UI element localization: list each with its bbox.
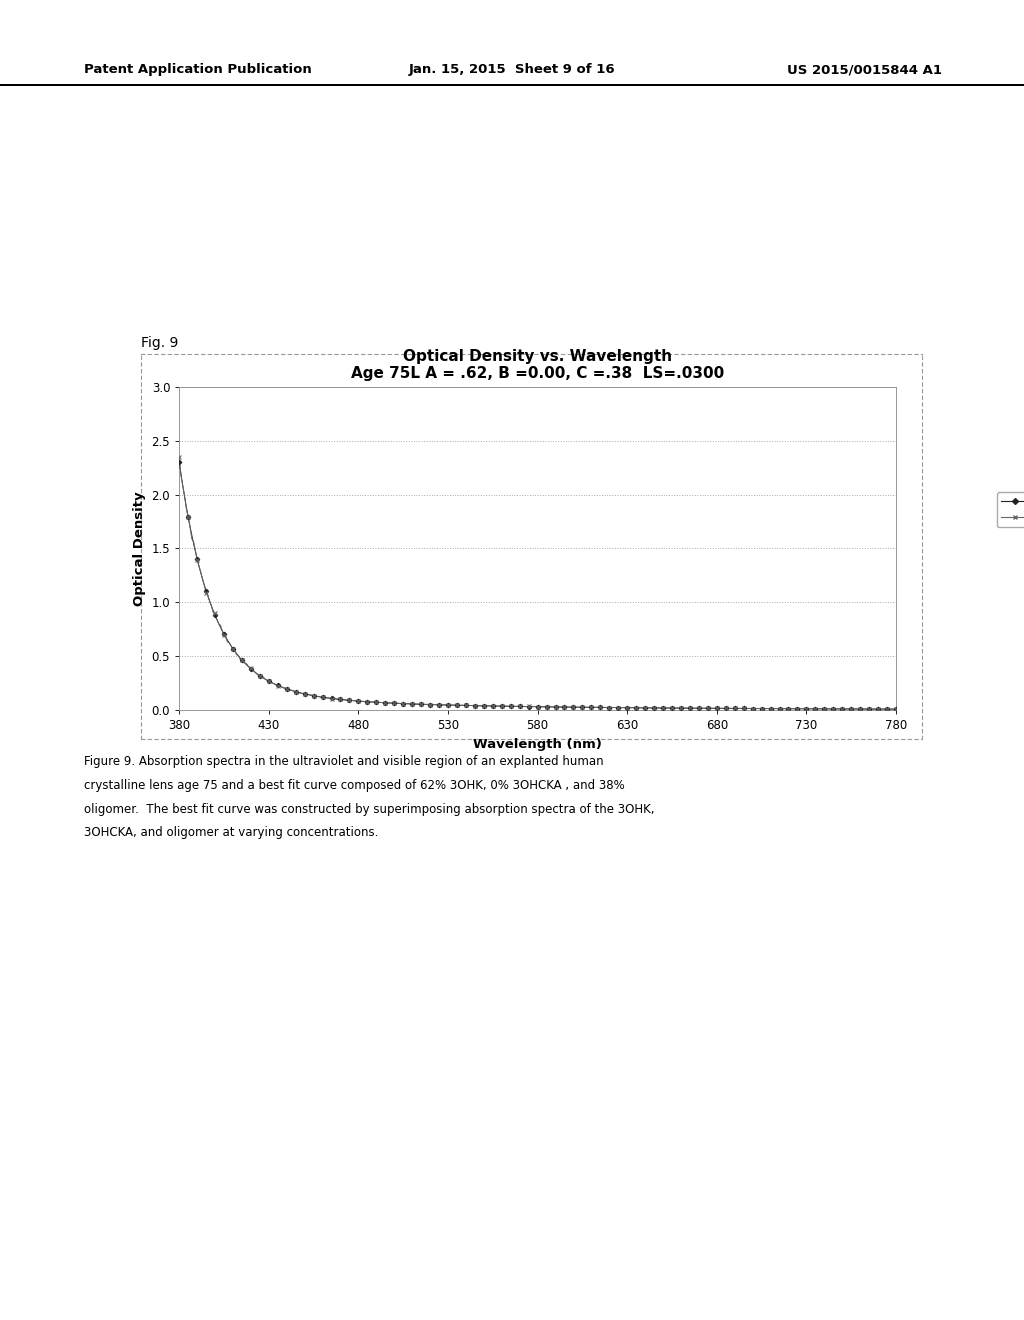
Text: US 2015/0015844 A1: US 2015/0015844 A1 <box>787 63 942 77</box>
Y-axis label: Optical Density: Optical Density <box>133 491 146 606</box>
Title: Optical Density vs. Wavelength
Age 75L A = .62, B =0.00, C =.38  LS=.0300: Optical Density vs. Wavelength Age 75L A… <box>351 348 724 381</box>
Text: Patent Application Publication: Patent Application Publication <box>84 63 311 77</box>
Legend: Target, Best-Fit: Target, Best-Fit <box>996 492 1024 527</box>
Text: Jan. 15, 2015  Sheet 9 of 16: Jan. 15, 2015 Sheet 9 of 16 <box>409 63 615 77</box>
Text: Figure 9. Absorption spectra in the ultraviolet and visible region of an explant: Figure 9. Absorption spectra in the ultr… <box>84 755 603 768</box>
Text: oligomer.  The best fit curve was constructed by superimposing absorption spectr: oligomer. The best fit curve was constru… <box>84 803 654 816</box>
Text: Fig. 9: Fig. 9 <box>141 335 178 350</box>
X-axis label: Wavelength (nm): Wavelength (nm) <box>473 738 602 751</box>
Text: 3OHCKA, and oligomer at varying concentrations.: 3OHCKA, and oligomer at varying concentr… <box>84 826 378 840</box>
Text: crystalline lens age 75 and a best fit curve composed of 62% 3OHK, 0% 3OHCKA , a: crystalline lens age 75 and a best fit c… <box>84 779 625 792</box>
